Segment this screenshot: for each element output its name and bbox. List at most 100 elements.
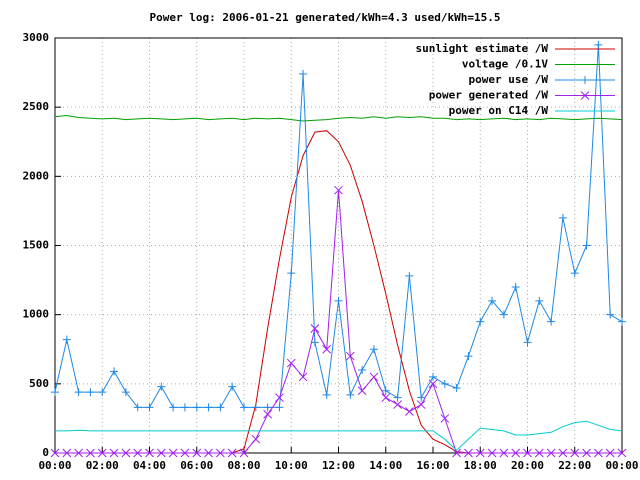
point-marker — [263, 403, 272, 412]
x-tick-label: 14:00 — [369, 459, 402, 472]
point-marker — [62, 448, 72, 458]
point-marker — [98, 388, 107, 397]
series-line — [55, 190, 622, 454]
plot-border — [54, 37, 623, 454]
point-marker — [369, 345, 378, 354]
point-marker — [476, 317, 485, 326]
x-tick-label: 10:00 — [275, 459, 308, 472]
y-tick-label: 500 — [29, 377, 49, 390]
point-marker — [169, 403, 178, 412]
point-marker — [322, 344, 332, 354]
y-tick-label: 0 — [42, 446, 49, 459]
point-marker — [523, 448, 532, 458]
point-marker — [393, 400, 402, 409]
point-marker — [546, 448, 556, 458]
point-marker — [192, 448, 202, 458]
point-marker — [334, 185, 343, 195]
point-marker — [558, 213, 567, 222]
x-tick-label: 18:00 — [464, 459, 497, 472]
legend-label: power on C14 /W — [449, 104, 549, 117]
point-marker — [286, 358, 296, 368]
y-tick-label: 2500 — [23, 100, 50, 113]
point-marker — [452, 448, 461, 458]
point-marker — [475, 448, 485, 458]
point-marker — [428, 379, 438, 389]
x-tick-label: 00:00 — [38, 459, 71, 472]
point-marker — [405, 407, 414, 416]
point-marker — [263, 409, 272, 419]
point-marker — [357, 386, 367, 396]
point-marker — [228, 382, 237, 391]
point-marker — [121, 448, 131, 458]
point-marker — [570, 448, 580, 458]
point-marker — [298, 372, 308, 382]
point-marker — [405, 271, 414, 280]
point-marker — [51, 388, 59, 397]
point-marker — [227, 448, 237, 458]
point-marker — [310, 324, 320, 333]
x-tick-label: 02:00 — [86, 459, 119, 472]
point-marker — [110, 367, 119, 376]
point-marker — [381, 393, 391, 403]
point-marker — [358, 366, 367, 374]
series-line — [55, 420, 623, 451]
point-marker — [535, 296, 544, 305]
point-marker — [334, 296, 343, 305]
point-marker — [464, 352, 473, 361]
x-tick-label: 06:00 — [180, 459, 213, 472]
point-marker — [86, 388, 95, 397]
x-tick-label: 04:00 — [133, 459, 166, 472]
y-tick-label: 1500 — [23, 239, 50, 252]
point-marker — [511, 283, 520, 291]
legend-marker — [581, 76, 589, 84]
point-marker — [240, 403, 248, 412]
point-marker — [216, 403, 225, 412]
point-marker — [499, 448, 509, 458]
point-marker — [192, 403, 201, 412]
legend-label: power generated /W — [429, 89, 549, 102]
point-marker — [310, 338, 319, 347]
point-marker — [345, 351, 355, 361]
point-marker — [145, 403, 154, 412]
legend-label: sunlight estimate /W — [416, 42, 549, 55]
legend-marker — [580, 91, 590, 100]
x-tick-label: 20:00 — [511, 459, 544, 472]
point-marker — [558, 448, 568, 458]
point-marker — [180, 403, 189, 412]
point-marker — [523, 338, 532, 347]
point-marker — [618, 317, 626, 326]
point-marker — [594, 40, 603, 49]
point-marker — [488, 296, 497, 305]
point-marker — [109, 448, 119, 458]
y-tick-label: 3000 — [23, 31, 50, 44]
point-marker — [156, 448, 166, 458]
point-marker — [97, 448, 107, 458]
series-line — [55, 130, 622, 454]
x-tick-label: 12:00 — [322, 459, 355, 472]
point-marker — [204, 448, 213, 458]
point-marker — [570, 269, 579, 278]
point-marker — [605, 448, 615, 458]
point-marker — [168, 448, 178, 458]
point-marker — [346, 390, 355, 399]
point-marker — [487, 448, 497, 458]
point-marker — [133, 448, 143, 458]
point-marker — [369, 372, 379, 382]
point-marker — [204, 403, 213, 412]
point-marker — [251, 434, 261, 444]
legend-label: power use /W — [469, 73, 549, 86]
point-marker — [216, 448, 225, 458]
point-marker — [429, 372, 437, 381]
point-marker — [416, 400, 426, 409]
point-marker — [133, 403, 142, 412]
point-marker — [275, 393, 284, 403]
point-marker — [464, 448, 473, 458]
point-marker — [534, 448, 544, 458]
point-marker — [74, 388, 83, 397]
point-marker — [287, 269, 296, 278]
point-marker — [121, 388, 130, 397]
point-marker — [547, 317, 556, 326]
x-tick-label: 16:00 — [416, 459, 449, 472]
point-marker — [50, 448, 60, 458]
